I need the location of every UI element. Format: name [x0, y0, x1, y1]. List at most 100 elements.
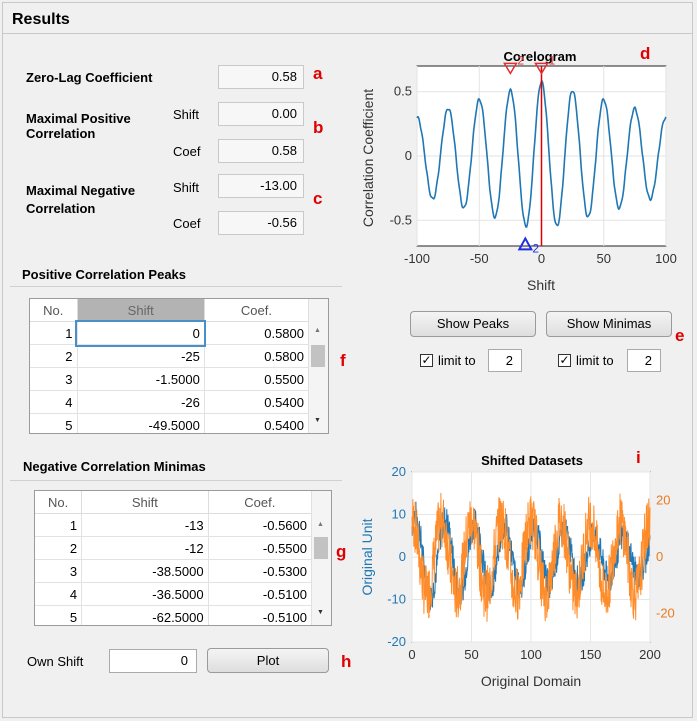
- table-row[interactable]: 4 -26 0.5400: [30, 390, 310, 414]
- cell-shift[interactable]: -49.5000: [77, 413, 205, 433]
- zero-lag-field[interactable]: 0.58: [218, 65, 304, 89]
- minimas-limit-input[interactable]: 2: [627, 349, 661, 372]
- cell-no[interactable]: 4: [35, 582, 83, 606]
- own-shift-input[interactable]: 0: [109, 649, 197, 673]
- column-header-shift[interactable]: Shift: [77, 299, 205, 322]
- peaks-limit-input[interactable]: 2: [488, 349, 522, 372]
- cell-coef[interactable]: -0.5300: [208, 559, 313, 583]
- y-tick-label: -0.5: [390, 212, 412, 227]
- marker-a: a: [313, 64, 323, 83]
- max-neg-coef-field[interactable]: -0.56: [218, 211, 304, 235]
- scroll-down-icon[interactable]: ▼: [314, 417, 321, 424]
- plot-button[interactable]: Plot: [207, 648, 329, 673]
- x-tick-label: 100: [520, 647, 542, 662]
- cell-shift[interactable]: -1.5000: [77, 367, 205, 391]
- marker-f: f: [340, 351, 346, 370]
- cell-coef[interactable]: -0.5100: [208, 605, 313, 625]
- table-row[interactable]: 1 0 0.5800: [30, 319, 310, 347]
- column-header-no[interactable]: No.: [30, 299, 78, 322]
- panel-title: Results: [12, 11, 70, 28]
- show-peaks-button[interactable]: Show Peaks: [410, 311, 536, 337]
- cell-no[interactable]: 1: [35, 513, 83, 537]
- cell-coef[interactable]: 0.5800: [204, 321, 310, 345]
- cell-coef[interactable]: 0.5800: [204, 344, 310, 368]
- table-row[interactable]: 5 -62.5000 -0.5100: [35, 605, 313, 625]
- minimas-limit-checkbox[interactable]: ✓: [558, 353, 571, 367]
- scroll-up-icon[interactable]: ▲: [314, 327, 321, 334]
- neg-minimas-table[interactable]: No. Shift Coef. 1 -13 -0.5600 2 -12 -0.5500 3-…: [34, 490, 332, 626]
- x-tick-label: 150: [580, 647, 602, 662]
- max-pos-coef-field[interactable]: 0.58: [218, 139, 304, 163]
- cell-shift[interactable]: -12: [81, 536, 209, 560]
- cell-coef[interactable]: 0.5400: [204, 390, 310, 414]
- y-tick-label: 20: [392, 464, 406, 479]
- show-minimas-button[interactable]: Show Minimas: [546, 311, 672, 337]
- max-neg-shift-field[interactable]: -13.00: [218, 174, 304, 198]
- cell-coef[interactable]: -0.5500: [208, 536, 313, 560]
- cell-coef[interactable]: 0.5400: [204, 413, 310, 433]
- vertical-scrollbar[interactable]: ▲ ▼: [311, 491, 331, 625]
- y2-tick-label: -20: [656, 606, 675, 621]
- x-tick-label: 100: [655, 251, 677, 266]
- cell-shift[interactable]: -26: [77, 390, 205, 414]
- cell-shift[interactable]: -62.5000: [81, 605, 209, 625]
- cell-coef[interactable]: -0.5600: [208, 513, 313, 537]
- table-row[interactable]: 2 -12 -0.5500: [35, 536, 313, 560]
- cell-shift[interactable]: -38.5000: [81, 559, 209, 583]
- cell-no[interactable]: 5: [35, 605, 83, 625]
- column-header-coef[interactable]: Coef.: [208, 491, 313, 514]
- cell-shift[interactable]: -13: [81, 513, 209, 537]
- results-title-bar: Results: [3, 3, 692, 34]
- column-header-no[interactable]: No.: [35, 491, 83, 514]
- cell-no[interactable]: 5: [30, 413, 78, 433]
- cell-no[interactable]: 4: [30, 390, 78, 414]
- divider: [10, 286, 342, 287]
- cell-no[interactable]: 3: [35, 559, 83, 583]
- column-header-coef[interactable]: Coef.: [204, 299, 310, 322]
- max-neg-coef-label: Coef: [173, 216, 201, 231]
- max-pos-shift-field[interactable]: 0.00: [218, 102, 304, 126]
- minimas-limit-label: limit to: [576, 353, 614, 368]
- table-row[interactable]: 5 -49.5000 0.5400: [30, 413, 310, 433]
- cell-shift[interactable]: -25: [77, 344, 205, 368]
- peaks-limit-checkbox[interactable]: ✓: [420, 353, 433, 367]
- x-tick-label: 50: [597, 251, 611, 266]
- x-tick-label: -100: [404, 251, 430, 266]
- cell-coef[interactable]: 0.5500: [204, 367, 310, 391]
- peak-marker-label: 1: [549, 53, 556, 67]
- scroll-down-icon[interactable]: ▼: [317, 609, 324, 616]
- table-row[interactable]: 4 -36.5000 -0.5100: [35, 582, 313, 606]
- marker-b: b: [313, 118, 324, 137]
- scroll-thumb[interactable]: [311, 345, 325, 367]
- y2-tick-label: 20: [656, 492, 670, 507]
- cell-no[interactable]: 2: [35, 536, 83, 560]
- table-row[interactable]: 3 -38.5000 -0.5300: [35, 559, 313, 583]
- table-row[interactable]: 2 -25 0.5800: [30, 344, 310, 368]
- marker-h: h: [341, 652, 352, 671]
- cell-no[interactable]: 3: [30, 367, 78, 391]
- y-tick-label: 0: [399, 549, 406, 564]
- pos-peaks-table[interactable]: No. Shift Coef. 1 0 0.5800 2 -25 0.5800 3 -1.50…: [29, 298, 329, 434]
- column-header-shift[interactable]: Shift: [81, 491, 209, 514]
- cell-coef[interactable]: -0.5100: [208, 582, 313, 606]
- y-tick-label: 0.5: [394, 84, 412, 99]
- max-pos-coef-label: Coef: [173, 144, 201, 159]
- scroll-up-icon[interactable]: ▲: [317, 521, 324, 528]
- pos-peaks-title: Positive Correlation Peaks: [22, 267, 187, 282]
- x-tick-label: 0: [408, 647, 415, 662]
- peak-marker-icon: [534, 62, 549, 75]
- table-row[interactable]: 3 -1.5000 0.5500: [30, 367, 310, 391]
- table-row[interactable]: 1 -13 -0.5600: [35, 513, 313, 537]
- cell-no[interactable]: 1: [30, 321, 78, 345]
- marker-e: e: [675, 326, 685, 345]
- cell-no[interactable]: 2: [30, 344, 78, 368]
- scroll-thumb[interactable]: [314, 537, 328, 559]
- vertical-scrollbar[interactable]: ▲ ▼: [308, 299, 328, 433]
- corelogram-xlabel: Shift: [527, 277, 555, 293]
- peaks-limit-label: limit to: [438, 353, 476, 368]
- cell-shift[interactable]: 0: [74, 319, 207, 347]
- cell-shift[interactable]: -36.5000: [81, 582, 209, 606]
- corelogram-ticks: -100 -50 0 50 100 -0.5 0 0.5: [390, 84, 677, 266]
